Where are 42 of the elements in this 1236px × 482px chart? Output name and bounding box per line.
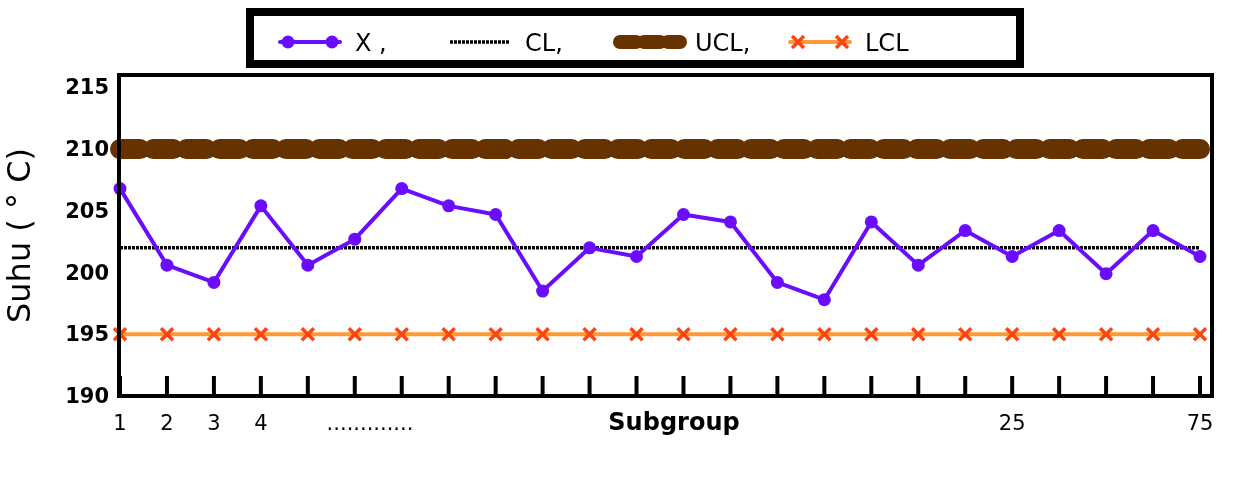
point xyxy=(301,258,315,272)
y-tick-label: 200 xyxy=(65,260,109,285)
point xyxy=(1052,224,1066,238)
y-tick-label: 210 xyxy=(65,137,109,162)
point xyxy=(348,232,362,246)
point xyxy=(958,224,972,238)
y-axis-title: Suhu ( ° C) xyxy=(0,148,38,323)
y-tick-label: 205 xyxy=(65,198,109,223)
legend-label: X , xyxy=(355,29,387,57)
point xyxy=(442,199,456,213)
legend-label: CL, xyxy=(525,29,563,57)
x-tick-label: 4 xyxy=(254,411,268,435)
point xyxy=(207,275,221,289)
y-tick-label: 190 xyxy=(65,384,109,408)
y-tick-label: 215 xyxy=(65,75,109,100)
x-tick-label: 75 xyxy=(1186,411,1214,435)
point xyxy=(676,208,690,222)
point xyxy=(1146,224,1160,238)
point xyxy=(864,215,878,229)
x-tick-label: 3 xyxy=(207,411,221,435)
point xyxy=(1193,249,1207,263)
y-tick-label: 195 xyxy=(65,322,109,347)
point xyxy=(160,258,174,272)
point xyxy=(630,249,644,263)
x-tick-label: 2 xyxy=(160,411,174,435)
point xyxy=(770,275,784,289)
legend-label: LCL xyxy=(865,29,910,57)
point xyxy=(911,258,925,272)
point xyxy=(1099,267,1113,281)
point xyxy=(817,293,831,307)
x-tick-label: 1 xyxy=(113,411,127,435)
point xyxy=(1005,249,1019,263)
point xyxy=(254,199,268,213)
text: ............. xyxy=(326,411,414,435)
point xyxy=(723,215,737,229)
x-tick-label: 25 xyxy=(998,411,1026,435)
point xyxy=(583,241,597,255)
point xyxy=(489,208,503,222)
point xyxy=(395,182,409,196)
legend-label: UCL, xyxy=(695,29,751,57)
x-axis-title: Subgroup xyxy=(608,408,740,436)
point xyxy=(536,284,550,298)
